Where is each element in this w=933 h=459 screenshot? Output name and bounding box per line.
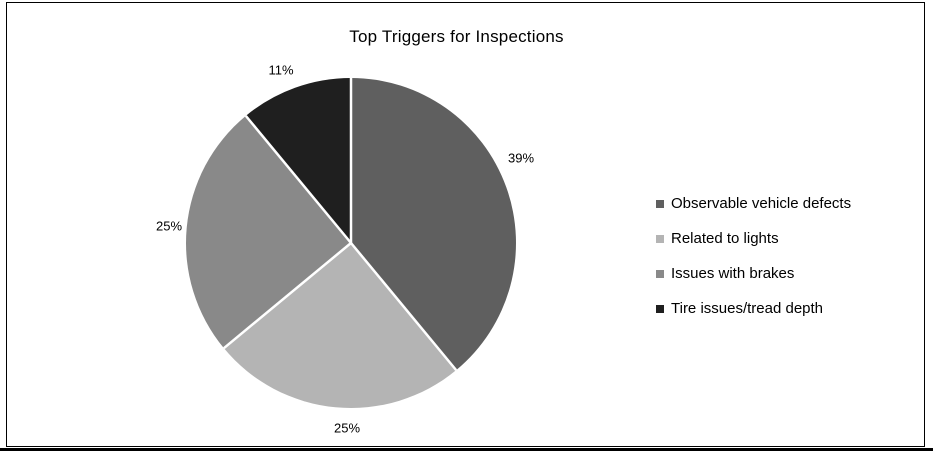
slice-separator <box>350 242 458 371</box>
legend-swatch-icon <box>656 199 664 208</box>
legend-label: Observable vehicle defects <box>671 195 852 212</box>
legend-item-issues-with-brakes: Issues with brakes <box>656 256 851 291</box>
legend-swatch-icon <box>656 304 664 313</box>
legend-item-related-to-lights: Related to lights <box>656 221 851 256</box>
slice-label-issues-with-brakes: 25% <box>155 218 183 234</box>
pie-slice-3 <box>245 78 351 243</box>
legend-swatch-icon <box>656 234 664 243</box>
legend-label: Tire issues/tread depth <box>671 300 824 317</box>
pie-slice-0 <box>351 78 516 371</box>
slice-label-related-to-lights: 25% <box>333 420 361 436</box>
pie-slice-2 <box>186 115 351 349</box>
legend-item-observable-vehicle-defects: Observable vehicle defects <box>656 186 851 221</box>
legend-item-tire-issues: Tire issues/tread depth <box>656 291 851 326</box>
legend-label: Related to lights <box>671 230 779 247</box>
chart-legend: Observable vehicle defects Related to li… <box>656 186 851 326</box>
pie-slice-1 <box>223 243 457 408</box>
legend-label: Issues with brakes <box>671 265 795 282</box>
legend-swatch-icon <box>656 269 664 278</box>
slice-separator <box>244 115 352 244</box>
slice-label-tire-issues: 11% <box>268 62 294 78</box>
bottom-border-line <box>0 448 933 451</box>
slice-separator <box>223 242 352 350</box>
chart-title: Top Triggers for Inspections <box>349 27 564 46</box>
slice-label-observable-vehicle-defects: 39% <box>507 150 535 166</box>
